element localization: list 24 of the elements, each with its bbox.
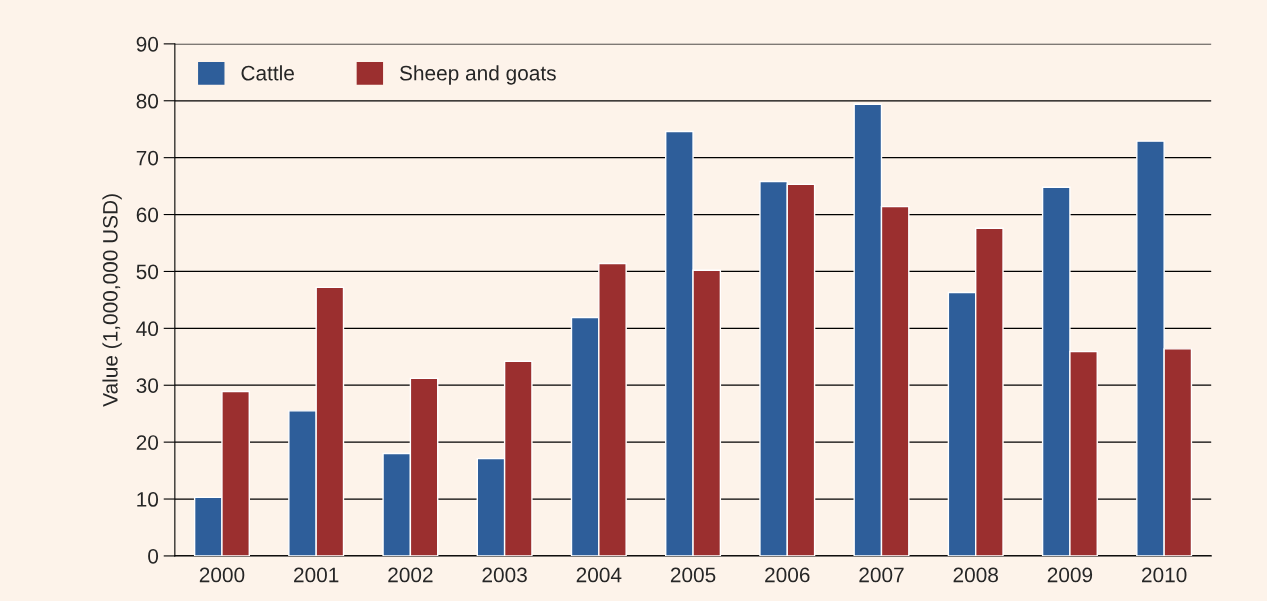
y-tick-label: 90 — [136, 36, 159, 52]
y-tick-label: 50 — [136, 264, 159, 280]
x-tick-label: 2004 — [576, 567, 622, 583]
x-tick-label: 2010 — [1142, 567, 1187, 583]
legend-label: Cattle — [241, 65, 294, 81]
y-tick-label: 80 — [136, 93, 159, 109]
legend-label: Sheep and goats — [399, 65, 556, 85]
x-tick-label: 2003 — [482, 567, 527, 583]
y-axis-title: Value (1,000,000 USD) — [102, 194, 122, 407]
x-tick-label: 2009 — [1047, 567, 1093, 583]
x-tick-label: 2002 — [388, 567, 433, 583]
y-tick-label: 40 — [136, 321, 159, 337]
y-tick-label: 0 — [148, 548, 159, 564]
y-tick-label: 70 — [136, 150, 159, 166]
y-tick-label: 10 — [137, 492, 159, 507]
y-tick-label: 60 — [136, 207, 159, 223]
x-tick-label: 2008 — [953, 567, 998, 583]
x-tick-label: 2000 — [199, 567, 245, 583]
y-tick-label: 30 — [136, 378, 159, 393]
y-tick-label: 20 — [136, 435, 159, 450]
x-tick-label: 2001 — [294, 567, 339, 583]
x-tick-label: 2006 — [765, 567, 810, 583]
x-tick-label: 2007 — [859, 567, 904, 583]
x-tick-label: 2005 — [670, 567, 716, 583]
